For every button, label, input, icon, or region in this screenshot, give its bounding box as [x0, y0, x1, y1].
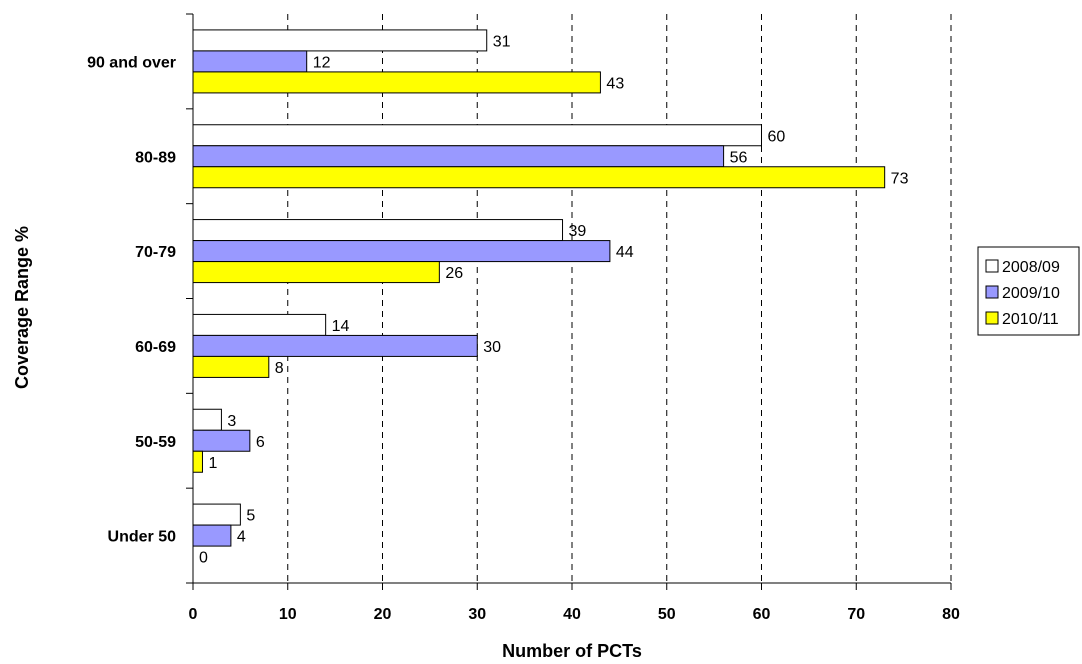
data-label-2-2: 26 — [445, 265, 463, 282]
data-label-1-1: 56 — [730, 149, 748, 166]
data-label-2-0: 39 — [569, 223, 587, 240]
bar-0-1 — [192, 50, 308, 73]
data-label-3-1: 30 — [483, 339, 501, 356]
category-labels: 90 and over 80-89 70-79 60-69 50-59 Under 50 — [87, 54, 176, 545]
data-label-0-0: 31 — [493, 33, 511, 50]
legend-label-2: 2010/11 — [1002, 311, 1059, 328]
x-tick-label-5: 50 — [658, 606, 676, 623]
data-label-5-1: 4 — [237, 529, 246, 546]
data-labels: 31 12 43 60 56 73 39 44 26 14 30 8 3 6 1 54 0 — [199, 33, 909, 566]
legend: 2008/09 2009/10 2010/11 — [977, 246, 1080, 336]
x-tick-label-0: 0 — [189, 606, 198, 623]
data-label-2-1: 44 — [616, 244, 634, 261]
y-axis-title: Coverage Range % — [12, 226, 32, 389]
bar-3-1 — [192, 334, 478, 357]
x-tick-label-4: 40 — [563, 606, 581, 623]
category-label-5: Under 50 — [108, 529, 177, 546]
bar-3-2 — [192, 355, 270, 378]
data-label-0-2: 43 — [606, 75, 624, 92]
category-label-4: 50-59 — [135, 434, 176, 451]
gridlines — [287, 14, 952, 583]
data-label-5-0: 5 — [246, 508, 255, 525]
bar-3-0 — [192, 313, 327, 336]
axes — [186, 13, 952, 590]
legend-label-1: 2009/10 — [1002, 285, 1060, 302]
x-tick-label-7: 70 — [847, 606, 865, 623]
data-label-1-0: 60 — [768, 128, 786, 145]
x-tick-label-6: 60 — [753, 606, 771, 623]
bar-1-2 — [192, 166, 886, 189]
bar-2-1 — [192, 240, 611, 263]
bar-1-1 — [192, 145, 725, 168]
data-label-4-2: 1 — [208, 455, 217, 472]
bar-1-0 — [192, 124, 762, 147]
x-tick-label-2: 20 — [374, 606, 392, 623]
bar-5-0 — [192, 503, 241, 526]
category-label-2: 70-79 — [135, 244, 176, 261]
data-label-5-2: 0 — [199, 550, 208, 567]
category-label-0: 90 and over — [87, 54, 176, 71]
bar-2-2 — [192, 261, 440, 284]
legend-swatch-1 — [985, 285, 999, 299]
legend-swatch-0 — [985, 259, 999, 273]
data-label-1-2: 73 — [891, 170, 909, 187]
data-label-4-0: 3 — [227, 413, 236, 430]
category-label-3: 60-69 — [135, 339, 176, 356]
bar-4-0 — [192, 408, 222, 431]
x-tick-label-8: 80 — [942, 606, 960, 623]
x-tick-labels: 0 10 20 30 40 50 60 70 80 — [189, 606, 960, 623]
bar-4-1 — [192, 429, 251, 452]
x-axis-title: Number of PCTs — [502, 641, 642, 661]
x-tick-label-1: 10 — [279, 606, 297, 623]
legend-swatch-2 — [985, 311, 999, 325]
bar-0-2 — [192, 71, 601, 94]
data-label-3-2: 8 — [275, 360, 284, 377]
x-tick-label-3: 30 — [468, 606, 486, 623]
legend-label-0: 2008/09 — [1002, 259, 1060, 276]
bars — [192, 29, 886, 547]
category-label-1: 80-89 — [135, 149, 176, 166]
data-label-4-1: 6 — [256, 434, 265, 451]
data-label-3-0: 14 — [332, 318, 350, 335]
bar-2-0 — [192, 219, 564, 242]
bar-5-1 — [192, 524, 232, 547]
bar-0-0 — [192, 29, 488, 52]
data-label-0-1: 12 — [313, 54, 331, 71]
bar-4-2 — [192, 450, 203, 473]
